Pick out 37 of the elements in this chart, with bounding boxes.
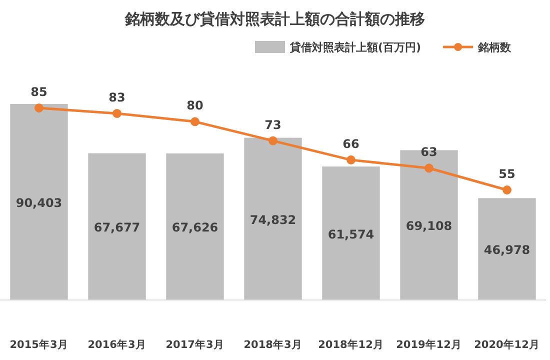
data-label: 67,677 <box>94 220 140 235</box>
x-tick-label: 2016年3月 <box>88 338 146 351</box>
legend-label: 銘柄数 <box>477 41 512 54</box>
x-tick-label: 2020年12月 <box>474 338 540 351</box>
data-label: 67,626 <box>172 220 218 235</box>
legend-label: 貸借対照表計上額(百万円) <box>289 41 422 54</box>
data-label: 73 <box>264 118 282 132</box>
x-tick-label: 2018年12月 <box>318 338 384 351</box>
x-tick-label: 2015年3月 <box>10 338 68 351</box>
bar <box>10 104 68 300</box>
chart-title: 銘柄数及び貸借対照表計上額の合計額の推移 <box>124 10 425 28</box>
point <box>112 108 122 118</box>
data-label: 83 <box>108 90 126 104</box>
bar <box>478 198 536 300</box>
data-label: 85 <box>30 85 48 99</box>
data-label: 66 <box>342 136 360 151</box>
point <box>34 104 44 112</box>
x-tick-label: 2017年3月 <box>166 338 224 351</box>
bar <box>322 166 380 300</box>
bar <box>88 153 146 300</box>
bar <box>244 138 302 300</box>
point <box>346 155 356 164</box>
data-label: 80 <box>186 98 204 113</box>
x-tick-label: 2019年12月 <box>396 338 462 351</box>
data-label: 63 <box>420 145 438 160</box>
data-label: 74,832 <box>250 212 296 227</box>
x-tick-label: 2018年3月 <box>244 338 302 351</box>
bar <box>166 153 224 300</box>
data-label: 61,574 <box>328 227 374 242</box>
data-label: 69,108 <box>406 219 452 234</box>
data-label: 55 <box>498 167 516 181</box>
point <box>502 186 512 194</box>
point <box>190 117 200 126</box>
data-label: 46,978 <box>484 243 530 258</box>
point <box>424 164 434 173</box>
data-label: 90,403 <box>16 196 62 210</box>
point <box>268 136 278 146</box>
